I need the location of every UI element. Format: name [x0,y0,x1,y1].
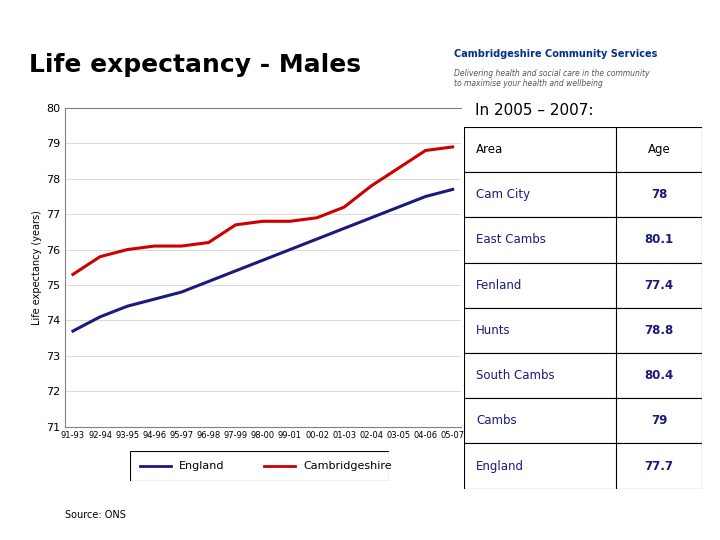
Text: England: England [477,460,524,472]
Bar [464,217,702,262]
Text: 80.1: 80.1 [644,233,674,246]
Bar [464,443,702,489]
Text: South Cambs: South Cambs [477,369,555,382]
Text: Age: Age [648,143,670,156]
Text: 78: 78 [651,188,667,201]
Text: Delivering health and social care in the community
to maximise your health and w: Delivering health and social care in the… [454,69,649,88]
Text: England: England [179,461,225,471]
Bar [464,308,702,353]
Text: 77.7: 77.7 [644,460,674,472]
Text: Cam City: Cam City [477,188,531,201]
Text: 80.4: 80.4 [644,369,674,382]
Text: 77.4: 77.4 [644,279,674,292]
Text: Area: Area [477,143,503,156]
Text: Cambridgeshire Community Services: Cambridgeshire Community Services [454,49,657,59]
Text: In 2005 – 2007:: In 2005 – 2007: [475,103,594,118]
Text: East Cambs: East Cambs [477,233,546,246]
Text: Fenland: Fenland [477,279,523,292]
Bar [464,172,702,217]
Text: 78.8: 78.8 [644,324,674,337]
Y-axis label: Life expectancy (years): Life expectancy (years) [32,210,42,325]
Text: Source: ONS: Source: ONS [65,510,126,521]
Bar [464,262,702,308]
Bar [464,399,702,443]
Text: NHS: NHS [590,31,634,50]
Bar [464,353,702,399]
Text: Hunts: Hunts [477,324,511,337]
Bar [464,127,702,172]
Text: Life expectancy - Males: Life expectancy - Males [29,53,361,77]
Text: Cambridgeshire: Cambridgeshire [303,461,392,471]
Text: 79: 79 [651,414,667,427]
Text: Cambs: Cambs [477,414,517,427]
